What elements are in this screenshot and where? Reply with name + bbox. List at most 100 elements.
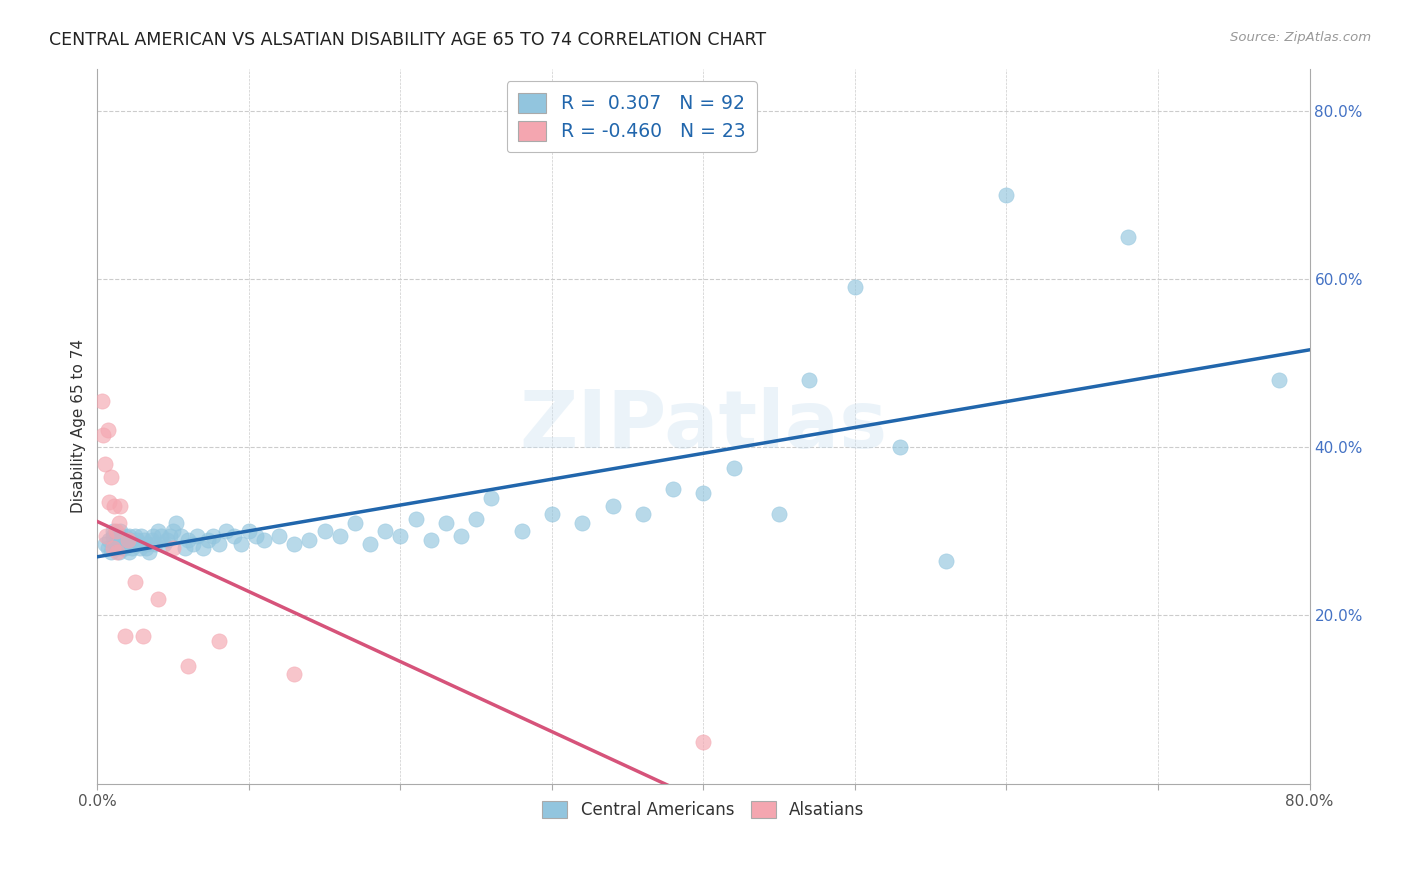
Point — [143, 537, 166, 551]
Point — [1268, 373, 1291, 387]
Point — [170, 528, 193, 542]
Point — [844, 280, 866, 294]
Point — [283, 537, 305, 551]
Point — [631, 508, 654, 522]
Point — [97, 423, 120, 437]
Point — [201, 528, 224, 542]
Point — [768, 508, 790, 522]
Point — [181, 537, 204, 551]
Point — [101, 541, 124, 556]
Legend: Central Americans, Alsatians: Central Americans, Alsatians — [536, 794, 872, 825]
Point — [125, 533, 148, 547]
Point — [124, 528, 146, 542]
Point — [98, 495, 121, 509]
Point — [146, 524, 169, 539]
Point — [450, 528, 472, 542]
Point — [103, 499, 125, 513]
Point — [314, 524, 336, 539]
Point — [107, 545, 129, 559]
Point — [465, 511, 488, 525]
Point — [117, 533, 139, 547]
Point — [231, 537, 253, 551]
Point — [193, 541, 215, 556]
Point — [134, 533, 156, 547]
Point — [112, 537, 135, 551]
Point — [186, 528, 208, 542]
Point — [129, 528, 152, 542]
Point — [135, 541, 157, 556]
Point — [107, 516, 129, 530]
Point — [100, 469, 122, 483]
Point — [121, 541, 143, 556]
Point — [108, 537, 131, 551]
Point — [479, 491, 502, 505]
Point — [132, 537, 155, 551]
Point — [105, 545, 128, 559]
Point — [374, 524, 396, 539]
Point — [207, 633, 229, 648]
Point — [128, 541, 150, 556]
Point — [101, 524, 124, 539]
Y-axis label: Disability Age 65 to 74: Disability Age 65 to 74 — [72, 339, 86, 513]
Point — [110, 533, 132, 547]
Point — [127, 537, 149, 551]
Point — [238, 524, 260, 539]
Text: ZIPatlas: ZIPatlas — [519, 387, 887, 465]
Point — [94, 457, 117, 471]
Point — [159, 528, 181, 542]
Point — [995, 187, 1018, 202]
Point — [104, 524, 127, 539]
Point — [329, 528, 352, 542]
Point — [662, 482, 685, 496]
Point — [101, 528, 124, 542]
Point — [389, 528, 412, 542]
Point — [138, 545, 160, 559]
Point — [141, 533, 163, 547]
Point — [153, 537, 176, 551]
Point — [117, 537, 139, 551]
Point — [602, 499, 624, 513]
Point — [105, 533, 128, 547]
Point — [162, 541, 184, 556]
Point — [222, 528, 245, 542]
Point — [245, 528, 267, 542]
Point — [889, 440, 911, 454]
Point — [283, 667, 305, 681]
Point — [142, 528, 165, 542]
Point — [150, 528, 173, 542]
Point — [98, 533, 121, 547]
Text: CENTRAL AMERICAN VS ALSATIAN DISABILITY AGE 65 TO 74 CORRELATION CHART: CENTRAL AMERICAN VS ALSATIAN DISABILITY … — [49, 31, 766, 49]
Point — [207, 537, 229, 551]
Point — [118, 528, 141, 542]
Point — [108, 524, 131, 539]
Point — [96, 528, 118, 542]
Point — [97, 541, 120, 556]
Point — [108, 528, 131, 542]
Point — [132, 630, 155, 644]
Point — [174, 541, 197, 556]
Point — [1116, 229, 1139, 244]
Point — [571, 516, 593, 530]
Point — [124, 574, 146, 589]
Point — [118, 545, 141, 559]
Point — [177, 659, 200, 673]
Point — [120, 537, 142, 551]
Point — [799, 373, 821, 387]
Point — [935, 554, 957, 568]
Point — [692, 734, 714, 748]
Point — [215, 524, 238, 539]
Text: Source: ZipAtlas.com: Source: ZipAtlas.com — [1230, 31, 1371, 45]
Point — [136, 537, 159, 551]
Point — [359, 537, 381, 551]
Point — [122, 537, 145, 551]
Point — [120, 533, 142, 547]
Point — [197, 533, 219, 547]
Point — [692, 486, 714, 500]
Point — [94, 537, 117, 551]
Point — [253, 533, 276, 547]
Point — [156, 533, 179, 547]
Point — [108, 499, 131, 513]
Point — [298, 533, 321, 547]
Point — [541, 508, 564, 522]
Point — [110, 541, 132, 556]
